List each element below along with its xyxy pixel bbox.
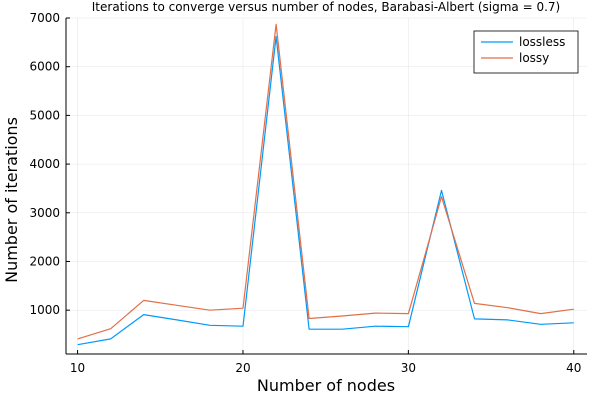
y-tick-label: 7000: [29, 11, 60, 25]
y-tick-labels: 1000 2000 3000 4000 5000 6000 7000: [29, 11, 60, 317]
chart-title: Iterations to converge versus number of …: [92, 0, 560, 14]
series-lines: [77, 23, 574, 346]
y-tick-label: 4000: [29, 157, 60, 171]
legend-label: lossy: [519, 51, 549, 65]
y-tick-label: 3000: [29, 206, 60, 220]
y-tick-label: 6000: [29, 60, 60, 74]
x-tick-label: 40: [566, 361, 581, 375]
x-tick-labels: 10 20 30 40: [70, 361, 581, 375]
x-tick-label: 30: [401, 361, 416, 375]
y-tick-label: 2000: [29, 254, 60, 268]
legend-box: [473, 30, 579, 74]
axes: [65, 17, 587, 355]
legend-label: lossless: [519, 35, 565, 49]
x-axis-label: Number of nodes: [257, 376, 395, 395]
legend: lossless lossy: [473, 30, 579, 74]
x-tick-label: 20: [235, 361, 250, 375]
y-axis-label: Number of iterations: [2, 117, 21, 283]
y-tick-label: 5000: [29, 108, 60, 122]
x-tick-label: 10: [70, 361, 85, 375]
series-line-lossy: [77, 23, 574, 340]
y-tick-label: 1000: [29, 303, 60, 317]
series-line-lossless: [77, 35, 574, 346]
